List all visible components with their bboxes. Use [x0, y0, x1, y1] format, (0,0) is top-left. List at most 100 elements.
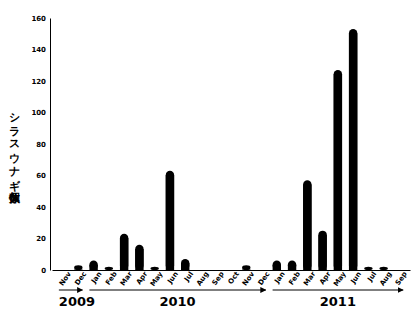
bar	[349, 29, 357, 270]
x-tick-label: Mar	[119, 270, 135, 287]
x-tick-label: Dec	[73, 270, 88, 287]
x-tick-label: Aug	[195, 270, 210, 287]
year-arrow	[89, 290, 265, 291]
bar	[242, 265, 250, 270]
bar-base	[166, 175, 174, 270]
bar-base	[150, 270, 158, 271]
x-tick: Feb	[287, 270, 302, 287]
bar	[212, 270, 220, 271]
bar-base	[227, 270, 235, 271]
bar-base	[303, 184, 311, 270]
x-tick-label: Aug	[378, 270, 393, 287]
bar	[303, 180, 311, 270]
bar	[257, 270, 265, 271]
bar-base	[379, 270, 387, 271]
y-tick-label: 140	[31, 46, 46, 54]
y-tick: 140	[31, 46, 50, 54]
x-tick: May	[149, 270, 165, 288]
bar-base	[364, 270, 372, 271]
x-tick: Jan	[273, 270, 287, 286]
bar-base	[74, 269, 82, 270]
x-tick: Feb	[104, 270, 119, 287]
bar-base	[349, 33, 357, 270]
bar-base	[334, 74, 342, 270]
year-label: 2010	[159, 294, 195, 309]
bar-base	[89, 265, 97, 270]
y-tick-label: 20	[36, 235, 46, 243]
bar-base	[181, 263, 189, 270]
bar	[166, 171, 174, 270]
y-tick-label: 80	[36, 141, 46, 149]
bar-base	[318, 235, 326, 270]
x-tick: Jun	[349, 270, 363, 286]
x-tick-label: Mar	[302, 270, 318, 287]
x-tick-label: Jun	[349, 270, 363, 286]
year-groups: 2009 2010 2011	[59, 290, 403, 309]
bar-base	[105, 270, 113, 271]
bar-base	[212, 270, 220, 271]
x-tick-label: Oct	[227, 270, 242, 286]
bar	[334, 70, 342, 270]
y-tick: 80	[36, 141, 50, 149]
y-axis-line	[50, 19, 51, 271]
x-tick-label: Jan	[273, 270, 287, 286]
x-tick: Dec	[257, 270, 272, 287]
x-tick-label: May	[149, 270, 165, 288]
x-tick: Jan	[89, 270, 103, 286]
bar	[59, 270, 67, 271]
x-tick: Mar	[302, 270, 318, 287]
y-tick: 100	[31, 109, 50, 117]
x-tick-label: Feb	[287, 270, 302, 286]
x-tick-label: Dec	[257, 270, 272, 287]
bar	[150, 267, 158, 270]
x-tick-label: Jun	[166, 270, 180, 286]
bar	[74, 265, 82, 270]
x-tick-label: Nov	[58, 270, 74, 287]
bar-base	[242, 269, 250, 270]
y-tick: 20	[36, 235, 50, 243]
y-tick: 0	[41, 267, 50, 275]
x-tick: Dec	[73, 270, 88, 287]
bar	[288, 261, 296, 270]
x-tick: Nov	[241, 270, 257, 287]
bar-base	[273, 265, 281, 270]
bar	[364, 267, 372, 270]
bar	[196, 270, 204, 271]
y-tick-label: 100	[31, 109, 46, 117]
y-tick-label: 40	[36, 204, 46, 212]
y-tick-label: 60	[36, 172, 46, 180]
bar-base	[196, 270, 204, 271]
x-tick-label: Jul	[182, 270, 195, 284]
x-axis: NovDecJanFebMarAprMayJunJulAugSepOctNovD…	[53, 270, 411, 288]
bar	[135, 245, 143, 270]
bars	[74, 29, 388, 270]
bar-base	[120, 238, 128, 270]
bar-base	[59, 270, 67, 271]
bar	[379, 267, 387, 270]
year-label: 2009	[59, 294, 95, 309]
x-tick: Sep	[394, 270, 409, 287]
x-tick: Apr	[135, 270, 150, 286]
x-tick: Aug	[195, 270, 210, 288]
x-tick-label: Jan	[89, 270, 103, 286]
year-arrow	[273, 290, 404, 291]
x-tick: Oct	[227, 270, 242, 286]
y-tick: 160	[31, 15, 50, 23]
bar-base	[288, 265, 296, 270]
bar-base	[257, 270, 265, 271]
x-tick-label: Apr	[135, 270, 150, 286]
x-tick-label: May	[332, 270, 348, 288]
x-tick: Jul	[182, 270, 195, 284]
x-tick-label: Feb	[104, 270, 119, 286]
y-tick-label: 160	[31, 15, 46, 23]
year-arrow	[59, 290, 83, 291]
x-tick-label: Jul	[365, 270, 378, 284]
year-label: 2011	[320, 294, 356, 309]
x-tick-label: Sep	[211, 270, 226, 287]
bar	[181, 259, 189, 270]
x-tick: Aug	[378, 270, 393, 288]
y-tick: 60	[36, 172, 50, 180]
y-tick: 40	[36, 204, 50, 212]
bar-base	[395, 270, 403, 271]
bar	[120, 234, 128, 270]
